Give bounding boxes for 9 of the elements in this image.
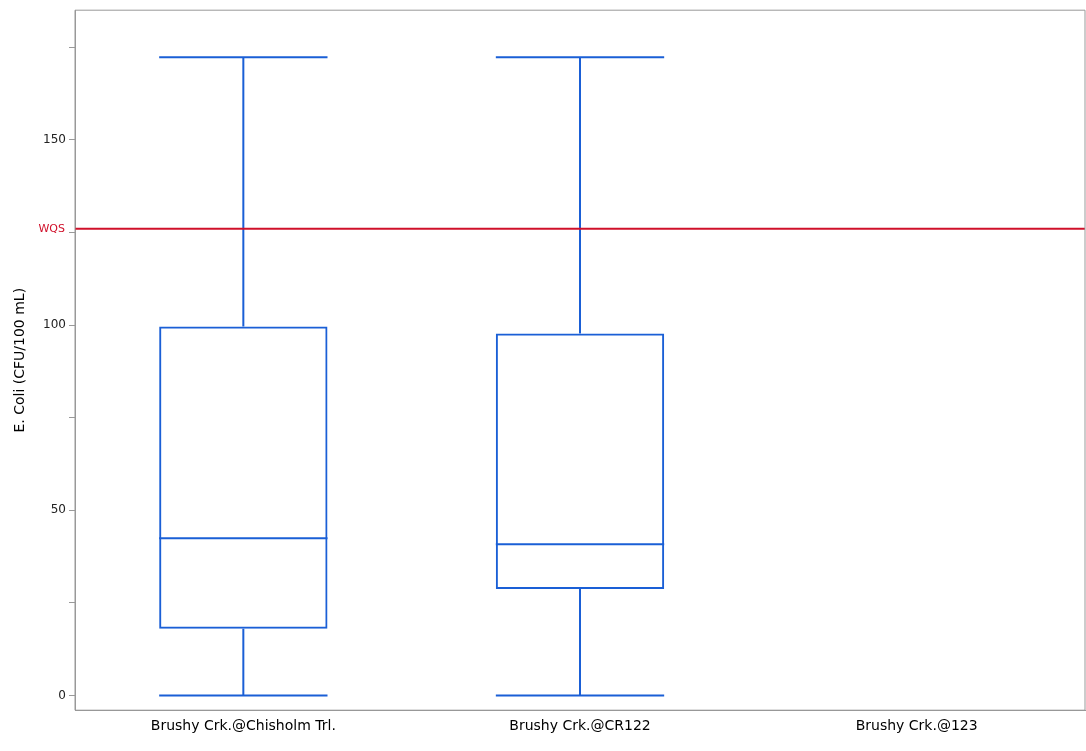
y-axis-title: E. Coli (CFU/100 mL) [11, 287, 28, 433]
y-tick-label: 0 [58, 687, 66, 702]
x-tick-label: Brushy Crk.@123 [855, 717, 978, 734]
ref-line-label: WQS [38, 221, 65, 235]
y-tick-label: 100 [43, 317, 66, 332]
y-tick-label: 50 [50, 502, 66, 517]
x-tick-label: Brushy Crk.@Chisholm Trl. [150, 717, 336, 734]
y-tick-label: 150 [43, 131, 66, 146]
x-tick-label: Brushy Crk.@CR122 [509, 717, 651, 734]
